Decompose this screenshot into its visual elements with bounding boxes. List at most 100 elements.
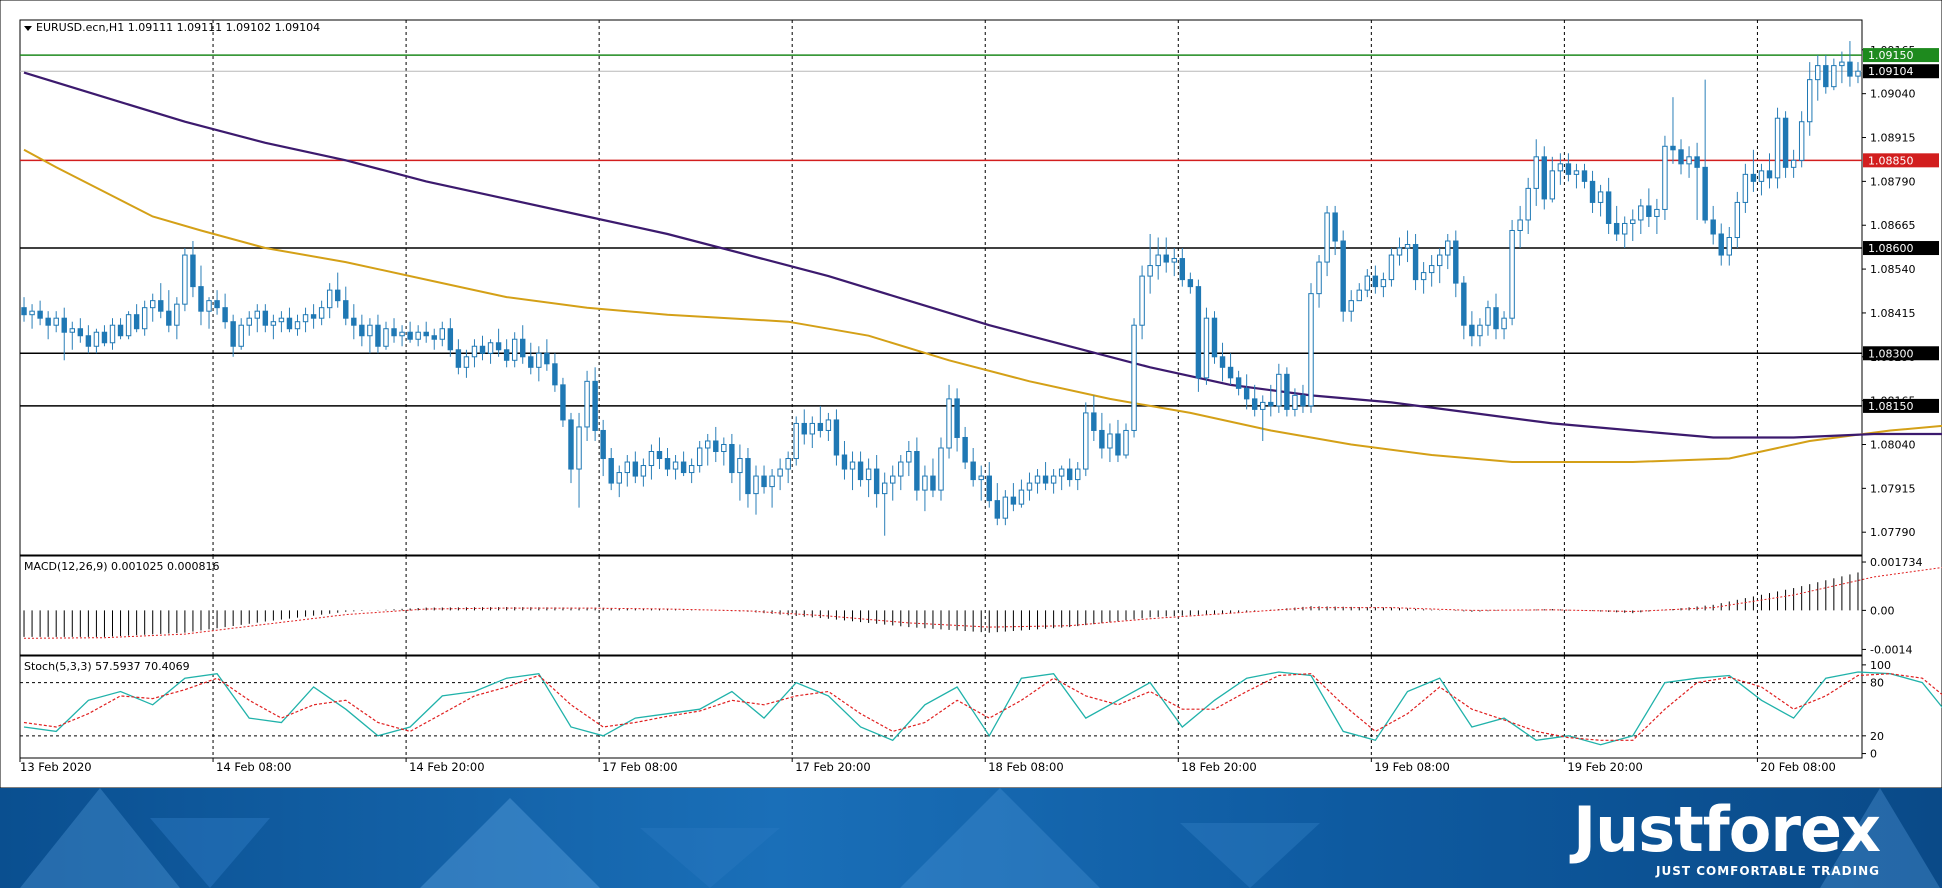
candle-body-up xyxy=(809,422,816,435)
candle-body-down xyxy=(544,352,550,365)
x-tick-label: 13 Feb 2020 xyxy=(20,760,92,774)
x-tick-label: 19 Feb 20:00 xyxy=(1567,760,1642,774)
level-price-label: 1.08600 xyxy=(1868,242,1914,255)
y-tick-label: 1.08665 xyxy=(1870,219,1916,232)
candle-body-up xyxy=(415,331,421,340)
candle-body-up xyxy=(1501,317,1507,330)
candle-body-down xyxy=(857,461,864,481)
candle-body-down xyxy=(632,461,639,477)
candle-body-up xyxy=(302,314,309,323)
candle-body-up xyxy=(93,331,100,347)
candle-body-up xyxy=(246,317,252,326)
candle-body-up xyxy=(648,451,655,467)
level-price-tag xyxy=(1863,398,1939,413)
candle-body-down xyxy=(158,300,164,312)
candle-body-down xyxy=(1766,170,1773,179)
brand-name: Justforex xyxy=(1573,793,1881,866)
candle-body-up xyxy=(1726,237,1732,256)
candle-body-up xyxy=(69,328,75,333)
candle-body-up xyxy=(922,475,928,491)
candle-body-down xyxy=(1589,180,1596,203)
candle-body-up xyxy=(737,458,743,474)
candle-body-up xyxy=(1597,191,1604,203)
candle-body-down xyxy=(1565,163,1572,175)
candle-body-down xyxy=(520,338,526,358)
candle-body-down xyxy=(335,289,341,302)
candle-body-up xyxy=(616,472,622,484)
candle-body-up xyxy=(1388,254,1395,281)
candle-body-up xyxy=(1573,170,1580,175)
candle-body-up xyxy=(1621,222,1628,235)
candle-body-up xyxy=(1557,163,1564,172)
candle-body-up xyxy=(849,461,856,470)
stoch-panel-title: Stoch(5,3,3) 57.5937 70.4069 xyxy=(24,660,190,673)
candle-body-up xyxy=(1276,373,1282,407)
candle-body-up xyxy=(946,398,952,449)
y-tick-label: 0.001734 xyxy=(1870,556,1923,569)
candle-body-up xyxy=(1404,244,1411,249)
candle-body-down xyxy=(1372,275,1379,288)
candle-body-up xyxy=(1630,219,1636,224)
moving-average-line xyxy=(23,71,1942,439)
candle-body-up xyxy=(753,475,759,495)
candle-body-up xyxy=(769,475,775,488)
candle-body-up xyxy=(1509,229,1515,319)
collapse-triangle-icon xyxy=(24,26,32,31)
candle-body-up xyxy=(978,475,984,481)
candle-body-down xyxy=(1091,412,1097,431)
candle-body-up xyxy=(383,328,389,347)
brand-banner: Justforex JUST COMFORTABLE TRADING xyxy=(0,788,1942,888)
candle-body-up xyxy=(125,314,132,337)
candle-body-down xyxy=(133,314,140,330)
candle-body-up xyxy=(1203,317,1210,379)
candle-body-up xyxy=(1549,170,1556,200)
candle-body-up xyxy=(1742,173,1749,203)
x-tick-label: 18 Feb 20:00 xyxy=(1181,760,1256,774)
candle-body-down xyxy=(1493,307,1499,330)
candle-body-up xyxy=(721,443,727,453)
candle-body-down xyxy=(1823,65,1829,88)
candle-body-up xyxy=(53,317,59,326)
candle-body-up xyxy=(1083,412,1089,470)
candle-body-down xyxy=(1670,145,1676,151)
candle-body-down xyxy=(45,317,51,326)
candle-body-up xyxy=(938,447,944,491)
candle-body-down xyxy=(962,436,968,463)
candle-body-up xyxy=(672,461,679,470)
candle-body-down xyxy=(190,254,196,288)
level-price-tag xyxy=(1863,241,1939,256)
candle-body-down xyxy=(970,461,976,481)
candle-body-up xyxy=(1485,307,1491,326)
candle-body-up xyxy=(865,468,872,481)
candle-body-up xyxy=(1171,258,1177,263)
candle-body-up xyxy=(1316,261,1322,295)
candle-body-down xyxy=(351,317,357,326)
candle-body-down xyxy=(1219,356,1226,368)
candle-body-up xyxy=(1107,433,1113,449)
candle-body-down xyxy=(761,475,767,488)
candle-body-up xyxy=(1428,265,1435,274)
candle-body-down xyxy=(1710,219,1716,235)
candle-body-down xyxy=(1694,156,1700,168)
candle-body-down xyxy=(1235,377,1242,389)
candle-body-up xyxy=(1026,482,1033,491)
candle-body-up xyxy=(1075,468,1081,481)
candle-body-up xyxy=(141,307,148,330)
x-tick-label: 19 Feb 08:00 xyxy=(1374,760,1449,774)
candle-body-down xyxy=(1115,433,1121,456)
candle-body-up xyxy=(294,321,301,330)
candle-body-up xyxy=(326,289,333,309)
candle-body-down xyxy=(262,310,269,326)
candle-body-up xyxy=(174,303,180,326)
level-price-label: 1.08150 xyxy=(1868,400,1914,413)
candle-body-down xyxy=(1227,366,1234,379)
candle-body-up xyxy=(640,465,647,477)
candle-body-down xyxy=(656,451,663,460)
candle-body-up xyxy=(270,321,277,326)
level-price-label: 1.08300 xyxy=(1868,347,1914,360)
candle-body-up xyxy=(1758,170,1765,182)
panel-frame-3 xyxy=(19,655,1863,759)
candle-body-down xyxy=(954,398,960,438)
candle-body-down xyxy=(21,307,27,316)
candle-body-down xyxy=(1268,401,1274,407)
